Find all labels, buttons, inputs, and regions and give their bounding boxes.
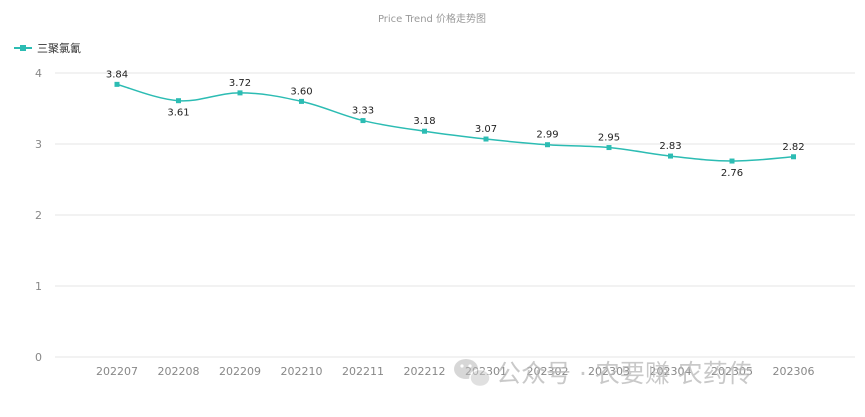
data-label: 3.18 bbox=[413, 116, 435, 127]
data-point bbox=[176, 98, 181, 104]
data-point bbox=[114, 81, 120, 87]
data-point bbox=[729, 158, 735, 164]
data-label: 2.99 bbox=[536, 130, 558, 141]
data-label: 3.07 bbox=[475, 124, 497, 135]
y-tick-label: 0 bbox=[35, 351, 42, 364]
x-tick-label: 202207 bbox=[96, 365, 138, 378]
x-tick-label: 202303 bbox=[588, 365, 630, 378]
x-tick-label: 202208 bbox=[158, 365, 200, 378]
data-label: 3.60 bbox=[290, 86, 312, 97]
data-point bbox=[483, 136, 489, 142]
data-points bbox=[114, 81, 796, 164]
data-point bbox=[606, 145, 612, 151]
data-point bbox=[422, 128, 427, 134]
data-point bbox=[299, 98, 304, 104]
data-point bbox=[545, 142, 550, 148]
data-label: 2.76 bbox=[721, 168, 743, 179]
data-labels: 3.84 3.61 3.72 3.60 3.33 3.18 3.07 2.99 2.95 2.83… bbox=[106, 69, 805, 179]
data-point bbox=[791, 154, 796, 160]
x-tick-label: 202305 bbox=[711, 365, 753, 378]
data-label: 2.82 bbox=[782, 142, 804, 153]
y-tick-label: 2 bbox=[35, 209, 42, 222]
legend-marker bbox=[20, 45, 26, 51]
chart-title: Price Trend 价格走势图 bbox=[378, 12, 486, 25]
x-tick-label: 202210 bbox=[281, 365, 323, 378]
data-label: 2.95 bbox=[598, 133, 620, 144]
data-point bbox=[237, 90, 243, 96]
wechat-icon bbox=[454, 359, 491, 388]
legend-label: 三聚氯氰 bbox=[37, 41, 81, 55]
x-tick-label: 202304 bbox=[650, 365, 692, 378]
data-label: 3.84 bbox=[106, 69, 128, 80]
x-tick-label: 202302 bbox=[527, 365, 569, 378]
series-path bbox=[116, 83, 794, 162]
series-line bbox=[116, 83, 794, 162]
x-tick-label: 202211 bbox=[342, 365, 384, 378]
x-tick-label: 202306 bbox=[773, 365, 815, 378]
data-point bbox=[360, 118, 366, 124]
x-tick-label: 202212 bbox=[404, 365, 446, 378]
y-axis: 0 1 2 3 4 bbox=[35, 67, 42, 364]
watermark-text: 公众号 · 农要赚 农药传 bbox=[496, 359, 753, 388]
data-label: 3.33 bbox=[352, 106, 374, 117]
data-label: 2.83 bbox=[659, 141, 681, 152]
grid bbox=[55, 72, 855, 358]
y-tick-label: 1 bbox=[35, 280, 42, 293]
y-tick-label: 4 bbox=[35, 67, 42, 80]
watermark: 公众号 · 农要赚 农药传 bbox=[454, 359, 753, 388]
legend[interactable]: 三聚氯氰 bbox=[14, 41, 81, 55]
x-tick-label: 202209 bbox=[219, 365, 261, 378]
x-axis: 202207 202208 202209 202210 202211 202212 2023… bbox=[96, 365, 815, 378]
data-label: 3.61 bbox=[167, 108, 189, 119]
data-label: 3.72 bbox=[229, 78, 251, 89]
data-point bbox=[668, 153, 673, 159]
y-tick-label: 3 bbox=[35, 138, 42, 151]
